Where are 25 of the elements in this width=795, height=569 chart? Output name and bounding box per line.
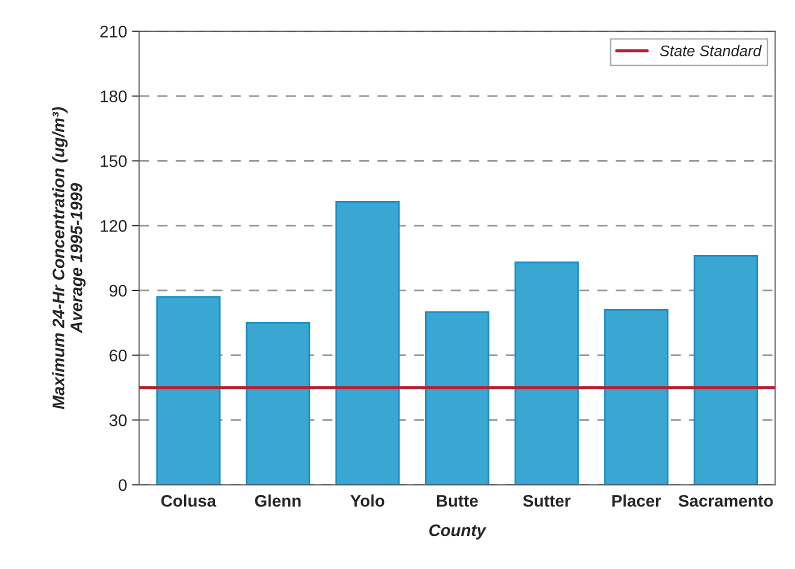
bar <box>335 201 400 485</box>
x-tick-label: Yolo <box>350 494 384 507</box>
bar <box>694 255 758 485</box>
y-tick-label: 60 <box>110 350 127 362</box>
y-tick-label: 30 <box>109 414 127 426</box>
y-tick-label: 150 <box>100 155 127 168</box>
bar <box>514 262 579 485</box>
bar <box>246 322 310 485</box>
x-tick-label: Placer <box>612 494 662 507</box>
y-tick-label: 210 <box>100 26 127 38</box>
x-axis-title: County <box>429 524 487 540</box>
y-tick-label: 180 <box>100 90 127 102</box>
y-tick-label: 90 <box>110 284 127 297</box>
x-tick-label: Sutter <box>523 494 571 507</box>
legend-label: State Standard <box>660 45 762 56</box>
y-tick-label: 120 <box>100 220 127 232</box>
y-axis-title: Maximum 24-Hr Concentration (ug/m³) Average 1995-1999 <box>52 107 86 410</box>
bar <box>156 296 221 485</box>
x-tick-label: Butte <box>436 495 478 507</box>
x-tick-label: Glenn <box>255 494 301 507</box>
x-tick-label: Sacramento <box>678 494 773 507</box>
y-tick-label: 0 <box>118 479 127 491</box>
bar <box>424 311 490 485</box>
bar <box>604 309 668 485</box>
x-tick-label: Colusa <box>161 494 216 507</box>
